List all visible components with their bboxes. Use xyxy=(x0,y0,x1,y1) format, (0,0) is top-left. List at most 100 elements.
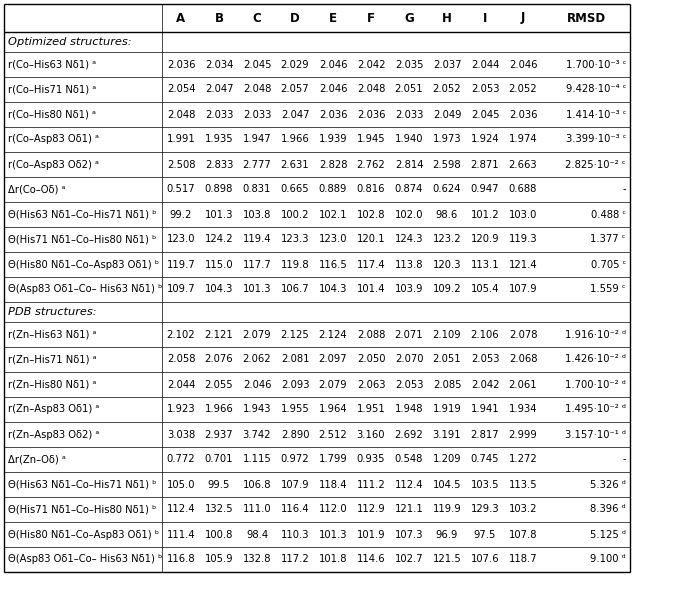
Text: 123.0: 123.0 xyxy=(319,235,347,244)
Text: 97.5: 97.5 xyxy=(474,530,496,539)
Text: 0.665: 0.665 xyxy=(280,184,309,195)
Text: 2.071: 2.071 xyxy=(395,330,423,339)
Text: 0.548: 0.548 xyxy=(395,454,423,465)
Text: 105.4: 105.4 xyxy=(470,284,499,295)
Text: 98.6: 98.6 xyxy=(436,210,458,219)
Text: 2.047: 2.047 xyxy=(205,84,233,95)
Text: 129.3: 129.3 xyxy=(470,505,499,514)
Text: 2.777: 2.777 xyxy=(243,159,272,170)
Text: Θ(His71 Nδ1–Co–His80 Nδ1) ᵇ: Θ(His71 Nδ1–Co–His80 Nδ1) ᵇ xyxy=(8,505,156,514)
Text: C: C xyxy=(253,12,262,24)
Text: 2.029: 2.029 xyxy=(280,59,309,70)
Text: 2.081: 2.081 xyxy=(281,355,309,364)
Text: 5.326 ᵈ: 5.326 ᵈ xyxy=(590,479,626,490)
Text: Θ(His71 Nδ1–Co–His80 Nδ1) ᵇ: Θ(His71 Nδ1–Co–His80 Nδ1) ᵇ xyxy=(8,235,156,244)
Text: 102.8: 102.8 xyxy=(357,210,386,219)
Text: 2.034: 2.034 xyxy=(205,59,233,70)
Text: 1.947: 1.947 xyxy=(243,135,272,144)
Text: 101.8: 101.8 xyxy=(319,554,347,565)
Text: 104.3: 104.3 xyxy=(319,284,347,295)
Text: 2.762: 2.762 xyxy=(357,159,386,170)
Text: 118.4: 118.4 xyxy=(319,479,347,490)
Text: 2.049: 2.049 xyxy=(433,110,461,119)
Text: 2.058: 2.058 xyxy=(166,355,195,364)
Text: 3.191: 3.191 xyxy=(433,430,461,439)
Text: 2.828: 2.828 xyxy=(319,159,347,170)
Text: 3.399·10⁻³ ᶜ: 3.399·10⁻³ ᶜ xyxy=(565,135,626,144)
Text: 2.817: 2.817 xyxy=(470,430,499,439)
Text: 1.414·10⁻³ ᶜ: 1.414·10⁻³ ᶜ xyxy=(565,110,626,119)
Text: 101.3: 101.3 xyxy=(205,210,233,219)
Text: Optimized structures:: Optimized structures: xyxy=(8,37,131,47)
Text: 1.924: 1.924 xyxy=(470,135,499,144)
Text: 2.048: 2.048 xyxy=(357,84,385,95)
Text: 2.042: 2.042 xyxy=(357,59,386,70)
Text: PDB structures:: PDB structures: xyxy=(8,307,96,317)
Text: 102.1: 102.1 xyxy=(319,210,347,219)
Text: 111.0: 111.0 xyxy=(243,505,272,514)
Text: 98.4: 98.4 xyxy=(246,530,268,539)
Text: 0.705 ᶜ: 0.705 ᶜ xyxy=(590,259,626,270)
Text: 3.038: 3.038 xyxy=(167,430,195,439)
Text: 2.053: 2.053 xyxy=(470,355,499,364)
Text: F: F xyxy=(367,12,375,24)
Text: 2.097: 2.097 xyxy=(319,355,347,364)
Text: A: A xyxy=(177,12,185,24)
Text: 2.050: 2.050 xyxy=(357,355,386,364)
Text: 2.053: 2.053 xyxy=(470,84,499,95)
Text: 2.063: 2.063 xyxy=(357,379,386,390)
Text: 119.9: 119.9 xyxy=(433,505,462,514)
Text: 123.2: 123.2 xyxy=(433,235,461,244)
Text: r(Co–His80 Nδ1) ᵃ: r(Co–His80 Nδ1) ᵃ xyxy=(8,110,96,119)
Text: 2.051: 2.051 xyxy=(433,355,461,364)
Text: 112.0: 112.0 xyxy=(319,505,347,514)
Text: 2.046: 2.046 xyxy=(509,59,537,70)
Text: r(Zn–His71 Nδ1) ᵃ: r(Zn–His71 Nδ1) ᵃ xyxy=(8,355,96,364)
Text: G: G xyxy=(404,12,414,24)
Text: 0.624: 0.624 xyxy=(433,184,461,195)
Text: 104.3: 104.3 xyxy=(205,284,233,295)
Text: 117.7: 117.7 xyxy=(243,259,272,270)
Text: 115.0: 115.0 xyxy=(205,259,233,270)
Text: 106.8: 106.8 xyxy=(243,479,271,490)
Text: 1.943: 1.943 xyxy=(243,404,271,415)
Text: D: D xyxy=(290,12,300,24)
Text: B: B xyxy=(214,12,224,24)
Text: 2.061: 2.061 xyxy=(509,379,537,390)
Text: 1.951: 1.951 xyxy=(357,404,386,415)
Text: 2.833: 2.833 xyxy=(205,159,233,170)
Text: 1.991: 1.991 xyxy=(166,135,195,144)
Text: 2.062: 2.062 xyxy=(243,355,272,364)
Text: 2.598: 2.598 xyxy=(433,159,461,170)
Text: 2.825·10⁻² ᶜ: 2.825·10⁻² ᶜ xyxy=(565,159,626,170)
Text: Θ(His63 Nδ1–Co–His71 Nδ1) ᵇ: Θ(His63 Nδ1–Co–His71 Nδ1) ᵇ xyxy=(8,210,156,219)
Text: 124.2: 124.2 xyxy=(205,235,233,244)
Text: 2.048: 2.048 xyxy=(166,110,195,119)
Text: 0.898: 0.898 xyxy=(205,184,233,195)
Text: 2.102: 2.102 xyxy=(166,330,195,339)
Text: 2.045: 2.045 xyxy=(470,110,499,119)
Text: 3.157·10⁻¹ ᵈ: 3.157·10⁻¹ ᵈ xyxy=(565,430,626,439)
Text: 2.106: 2.106 xyxy=(470,330,499,339)
Text: 101.9: 101.9 xyxy=(357,530,386,539)
Text: 1.799: 1.799 xyxy=(319,454,347,465)
Text: 96.9: 96.9 xyxy=(436,530,458,539)
Text: 1.377 ᶜ: 1.377 ᶜ xyxy=(590,235,626,244)
Text: 120.9: 120.9 xyxy=(470,235,499,244)
Text: Θ(His80 Nδ1–Co–Asp83 Oδ1) ᵇ: Θ(His80 Nδ1–Co–Asp83 Oδ1) ᵇ xyxy=(8,530,159,539)
Text: 114.6: 114.6 xyxy=(357,554,386,565)
Text: 123.0: 123.0 xyxy=(166,235,195,244)
Text: 105.9: 105.9 xyxy=(205,554,233,565)
Text: 3.742: 3.742 xyxy=(243,430,271,439)
Text: 2.093: 2.093 xyxy=(281,379,309,390)
Text: 2.078: 2.078 xyxy=(509,330,537,339)
Text: 2.046: 2.046 xyxy=(319,84,347,95)
Text: 2.068: 2.068 xyxy=(509,355,537,364)
Text: 0.688: 0.688 xyxy=(509,184,537,195)
Text: 2.814: 2.814 xyxy=(395,159,423,170)
Text: 107.9: 107.9 xyxy=(509,284,537,295)
Text: 103.2: 103.2 xyxy=(509,505,537,514)
Text: 119.3: 119.3 xyxy=(509,235,537,244)
Text: 111.2: 111.2 xyxy=(357,479,386,490)
Text: 117.2: 117.2 xyxy=(280,554,309,565)
